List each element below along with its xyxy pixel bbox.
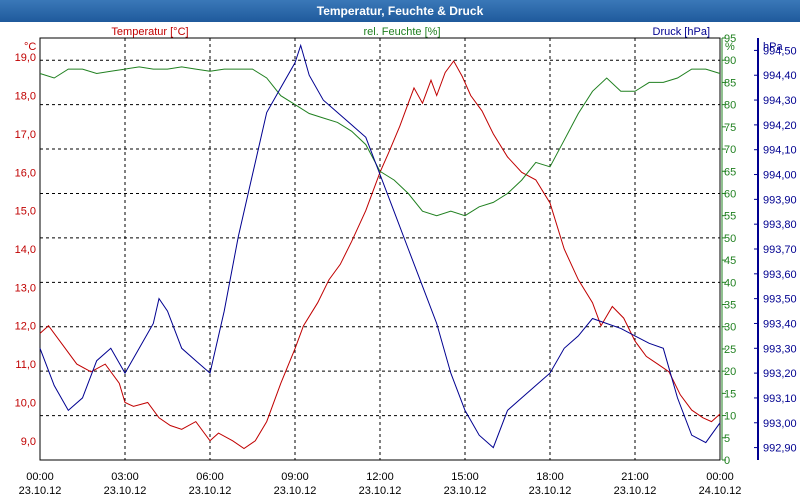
y-tick-humidity: 90 <box>724 55 736 67</box>
y-tick-pressure: 993,10 <box>763 393 797 405</box>
x-tick-time: 15:00 <box>451 471 479 483</box>
x-tick-date: 23.10.12 <box>359 485 402 497</box>
x-tick-time: 21:00 <box>621 471 649 483</box>
legend-temperature: Temperatur [°C] <box>111 26 188 38</box>
y-tick-temperature: 9,0 <box>21 436 36 448</box>
x-tick-date: 23.10.12 <box>529 485 572 497</box>
y-tick-humidity: 20 <box>724 366 736 378</box>
y-axis-unit-temperature: °C <box>24 41 36 53</box>
x-tick-time: 12:00 <box>366 471 394 483</box>
y-tick-humidity: 45 <box>724 255 736 267</box>
y-tick-humidity: 35 <box>724 300 736 312</box>
y-tick-humidity: 0 <box>724 455 730 467</box>
x-tick-time: 00:00 <box>706 471 734 483</box>
x-tick-date: 23.10.12 <box>19 485 62 497</box>
y-tick-humidity: 15 <box>724 388 736 400</box>
y-tick-temperature: 19,0 <box>15 52 36 64</box>
series-line-temperature <box>39 60 721 450</box>
y-tick-humidity: 80 <box>724 100 736 112</box>
x-tick-time: 00:00 <box>26 471 54 483</box>
y-tick-pressure: 993,40 <box>763 318 797 330</box>
y-tick-pressure: 993,00 <box>763 418 797 430</box>
y-tick-pressure: 992,90 <box>763 443 797 455</box>
y-tick-pressure: 994,10 <box>763 145 797 157</box>
y-tick-humidity: 30 <box>724 322 736 334</box>
y-tick-humidity: 10 <box>724 411 736 423</box>
y-tick-humidity: 75 <box>724 122 736 134</box>
y-tick-humidity: 85 <box>724 77 736 89</box>
series-line-humidity <box>39 66 721 217</box>
x-tick-date: 23.10.12 <box>189 485 232 497</box>
y-tick-pressure: 993,90 <box>763 194 797 206</box>
x-tick-date: 23.10.12 <box>444 485 487 497</box>
y-tick-pressure: 993,20 <box>763 368 797 380</box>
axes <box>721 37 759 461</box>
x-tick-time: 06:00 <box>196 471 224 483</box>
y-tick-temperature: 14,0 <box>15 244 36 256</box>
y-axis-unit-humidity: % <box>725 41 735 53</box>
y-tick-temperature: 17,0 <box>15 129 36 141</box>
y-tick-pressure: 993,30 <box>763 343 797 355</box>
y-tick-temperature: 11,0 <box>15 359 36 371</box>
y-tick-humidity: 60 <box>724 188 736 200</box>
y-tick-pressure: 994,50 <box>763 45 797 57</box>
series-layer <box>39 43 721 450</box>
y-axis-unit-pressure: hPa <box>763 41 783 53</box>
y-tick-pressure: 994,30 <box>763 95 797 107</box>
y-tick-pressure: 994,00 <box>763 170 797 182</box>
y-tick-temperature: 15,0 <box>15 206 36 218</box>
y-tick-pressure: 993,80 <box>763 219 797 231</box>
labels-layer: 00:00 23.10.12 03:00 23.10.12 06:00 23.10.12 0… <box>15 26 797 497</box>
y-tick-humidity: 5 <box>724 433 730 445</box>
y-tick-temperature: 10,0 <box>15 397 36 409</box>
x-tick-date: 23.10.12 <box>274 485 317 497</box>
y-tick-humidity: 55 <box>724 211 736 223</box>
y-tick-pressure: 994,40 <box>763 70 797 82</box>
y-tick-humidity: 70 <box>724 144 736 156</box>
y-tick-temperature: 13,0 <box>15 282 36 294</box>
y-tick-pressure: 993,60 <box>763 269 797 281</box>
y-tick-humidity: 95 <box>724 33 736 45</box>
y-tick-temperature: 12,0 <box>15 321 36 333</box>
y-tick-humidity: 25 <box>724 344 736 356</box>
y-tick-pressure: 994,20 <box>763 120 797 132</box>
y-tick-humidity: 40 <box>724 277 736 289</box>
grid <box>39 37 721 461</box>
y-tick-humidity: 65 <box>724 166 736 178</box>
y-tick-temperature: 16,0 <box>15 167 36 179</box>
legend-pressure: Druck [hPa] <box>653 26 710 38</box>
x-tick-date: 23.10.12 <box>614 485 657 497</box>
x-tick-date: 23.10.12 <box>104 485 147 497</box>
y-tick-pressure: 993,70 <box>763 244 797 256</box>
x-tick-time: 03:00 <box>111 471 139 483</box>
y-tick-humidity: 50 <box>724 233 736 245</box>
legend-humidity: rel. Feuchte [%] <box>363 26 440 38</box>
x-tick-time: 18:00 <box>536 471 564 483</box>
y-tick-temperature: 18,0 <box>15 91 36 103</box>
series-line-pressure <box>39 43 721 449</box>
y-tick-pressure: 993,50 <box>763 294 797 306</box>
chart-title: Temperatur, Feuchte & Druck <box>0 0 800 22</box>
x-tick-date: 24.10.12 <box>699 485 742 497</box>
x-tick-time: 09:00 <box>281 471 309 483</box>
